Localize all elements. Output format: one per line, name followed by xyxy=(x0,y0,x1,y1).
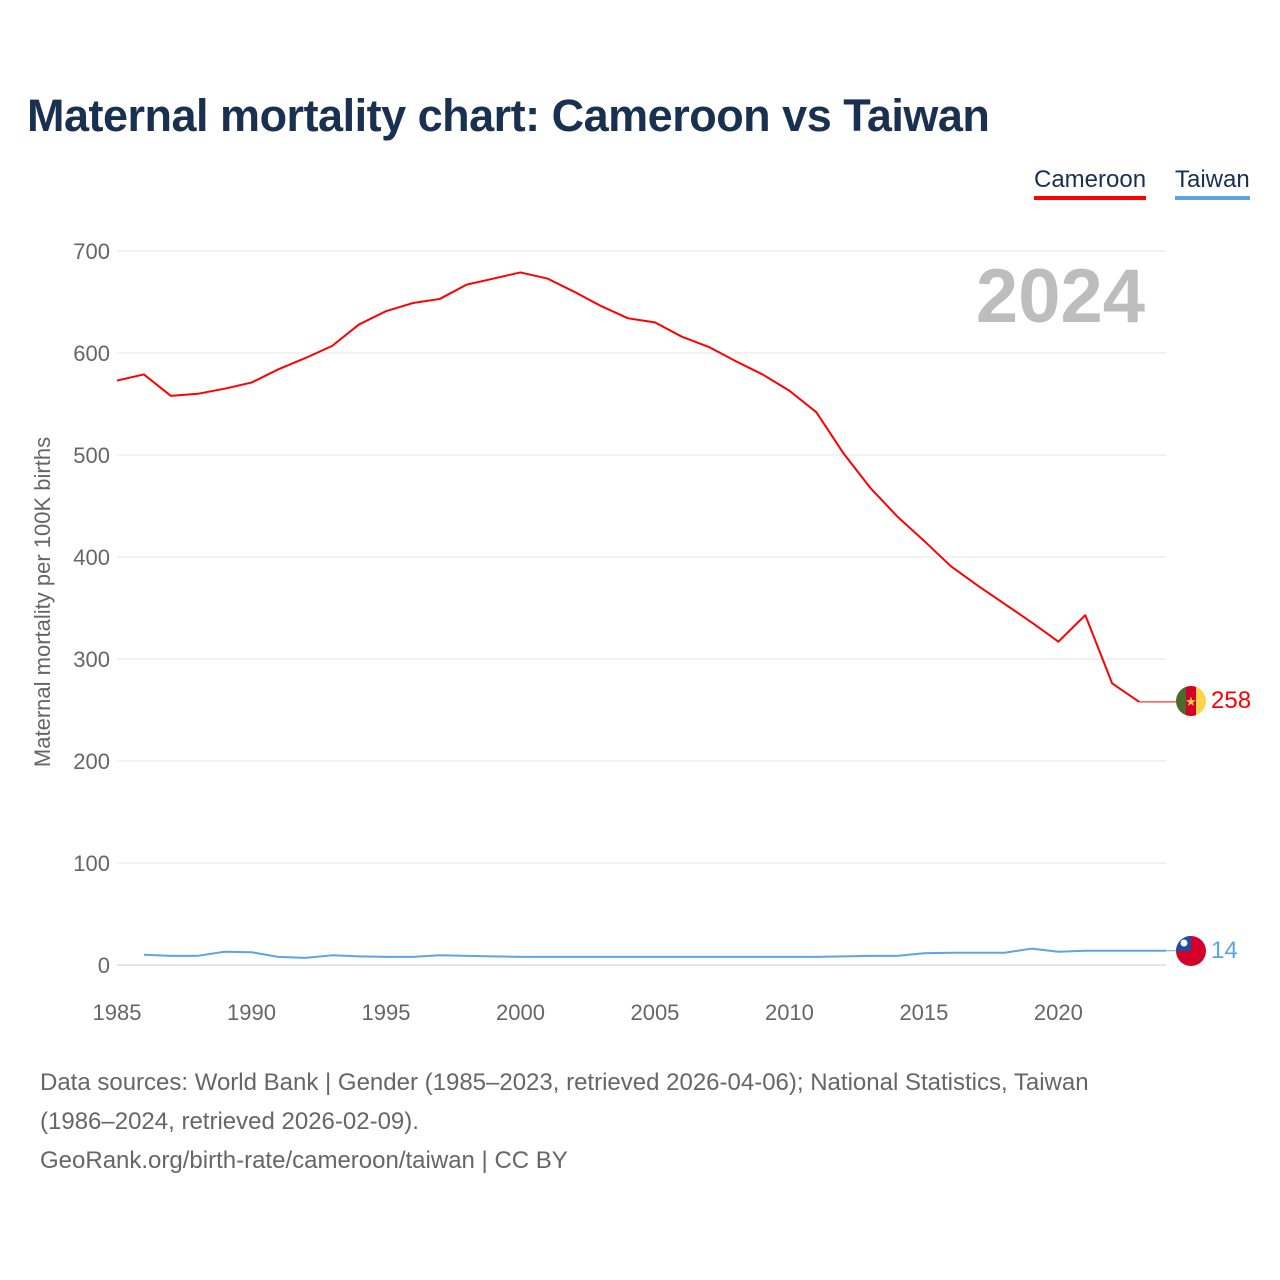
x-tick-label: 2020 xyxy=(1034,1000,1083,1025)
cameroon-end-label: 258 xyxy=(1211,687,1251,714)
x-tick-label: 2005 xyxy=(630,1000,679,1025)
x-tick-label: 1990 xyxy=(227,1000,276,1025)
attribution-link[interactable]: GeoRank.org/birth-rate/cameroon/taiwan |… xyxy=(40,1147,568,1174)
y-tick-label: 500 xyxy=(73,443,110,468)
cameroon-line xyxy=(116,271,1140,703)
legend-taiwan[interactable]: Taiwan xyxy=(1175,166,1250,200)
cameroon-flag-icon: ★ xyxy=(1176,686,1206,716)
x-tick-label: 2010 xyxy=(765,1000,814,1025)
year-watermark: 2024 xyxy=(976,254,1145,339)
y-tick-label: 600 xyxy=(73,341,110,366)
y-tick-label: 200 xyxy=(73,749,110,774)
y-tick-label: 700 xyxy=(73,239,110,264)
legend-cameroon[interactable]: Cameroon xyxy=(1034,166,1147,200)
taiwan-line xyxy=(143,947,1166,959)
y-tick-label: 300 xyxy=(73,647,110,672)
x-tick-label: 1995 xyxy=(361,1000,410,1025)
y-tick-label: 400 xyxy=(73,545,110,570)
source-note-cont: (1986–2024, retrieved 2026-02-09). xyxy=(40,1108,419,1135)
x-tick-label: 2000 xyxy=(496,1000,545,1025)
taiwan-end-label: 14 xyxy=(1211,937,1238,964)
y-tick-label: 0 xyxy=(98,953,110,978)
taiwan-flag-icon xyxy=(1176,936,1206,966)
x-tick-label: 1985 xyxy=(93,1000,142,1025)
x-tick-label: 2015 xyxy=(899,1000,948,1025)
y-tick-label: 100 xyxy=(73,851,110,876)
source-note: Data sources: World Bank | Gender (1985–… xyxy=(40,1069,1089,1096)
svg-text:★: ★ xyxy=(1185,694,1197,709)
y-axis-label: Maternal mortality per 100K births xyxy=(30,437,55,767)
chart-title: Maternal mortality chart: Cameroon vs Ta… xyxy=(27,90,990,141)
